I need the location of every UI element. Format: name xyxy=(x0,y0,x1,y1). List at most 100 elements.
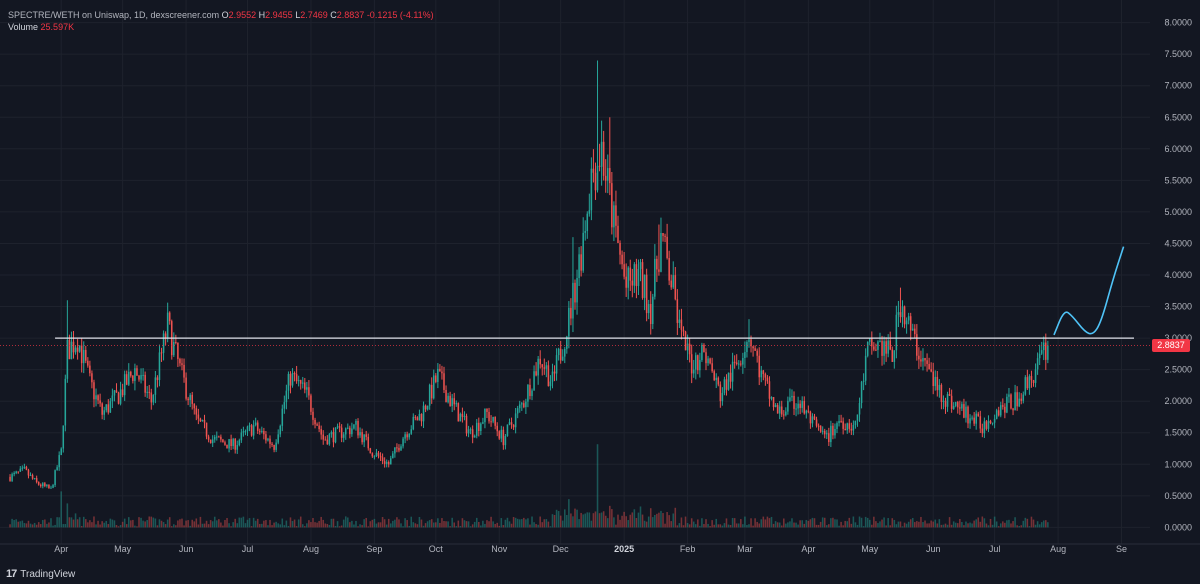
candle-body xyxy=(961,404,963,409)
candle-body xyxy=(754,348,756,351)
price-axis[interactable]: 0.0000 0.5000 1.0000 1.5000 2.0000 2.5000 3.00… xyxy=(1164,18,1192,533)
y-tick-label: 5.0000 xyxy=(1164,207,1192,217)
volume-bar xyxy=(205,520,208,528)
volume-bar xyxy=(942,524,945,528)
volume-bar xyxy=(502,525,505,528)
candle-body xyxy=(390,458,392,465)
candle-body xyxy=(111,395,114,402)
volume-bar xyxy=(719,524,722,528)
candle-body xyxy=(340,427,343,438)
volume-bar xyxy=(1045,520,1047,528)
candle-body xyxy=(516,408,519,414)
volume-bar xyxy=(353,524,355,528)
candle-body xyxy=(295,374,298,382)
candle-body xyxy=(719,384,722,402)
candle-body xyxy=(752,346,754,349)
volume-bar xyxy=(103,522,105,528)
volume-bar xyxy=(492,521,494,528)
candle-body xyxy=(768,381,771,399)
candle-body xyxy=(934,376,937,387)
volume-bar xyxy=(400,523,402,528)
volume-bar xyxy=(981,516,984,528)
candle-body xyxy=(570,307,572,319)
volume-bar xyxy=(715,518,718,528)
volume-bar xyxy=(652,517,654,528)
volume-bar xyxy=(862,526,865,528)
volume-bar xyxy=(946,524,949,528)
change-value: -0.1215 (-4.11%) xyxy=(366,10,434,20)
volume-bar xyxy=(891,518,894,528)
volume-bar xyxy=(694,524,697,528)
candle-body xyxy=(615,205,617,226)
candle-body xyxy=(443,373,445,390)
candle-body xyxy=(21,467,24,469)
volume-bar xyxy=(443,521,445,528)
volume-bar xyxy=(318,520,320,528)
volume-bar xyxy=(776,522,779,528)
volume-bar xyxy=(609,505,611,528)
volume-bar xyxy=(173,524,175,528)
volume-bar xyxy=(328,524,331,528)
volume-bar xyxy=(999,523,1002,528)
volume-bar xyxy=(907,521,910,528)
volume-bar xyxy=(123,518,126,528)
volume-bar xyxy=(918,521,920,528)
volume-bar xyxy=(435,522,437,528)
volume-bar xyxy=(183,525,185,528)
candle-body xyxy=(868,338,871,342)
volume-bar xyxy=(807,520,810,528)
volume-bar xyxy=(211,521,214,528)
candle-body xyxy=(195,408,198,415)
volume-bar xyxy=(570,513,572,528)
symbol-title[interactable]: SPECTRE/WETH on Uniswap, 1D, dexscreener… xyxy=(8,10,220,20)
volume-bar xyxy=(140,517,142,528)
candle-body xyxy=(633,264,636,286)
volume-bar xyxy=(533,522,535,528)
tradingview-logo[interactable]: 17 TradingView xyxy=(6,568,75,580)
candle-body xyxy=(1028,376,1031,389)
candle-body xyxy=(959,407,961,409)
volume-bar xyxy=(543,519,546,528)
candle-body xyxy=(723,379,726,393)
volume-bar xyxy=(246,519,249,528)
candle-body xyxy=(883,341,885,356)
y-tick-label: 5.5000 xyxy=(1164,175,1192,185)
volume-bar xyxy=(877,523,879,528)
volume-bar xyxy=(948,517,951,528)
candle-body xyxy=(641,262,644,298)
candle-body xyxy=(283,402,286,409)
volume-bar xyxy=(627,520,629,528)
volume-bar xyxy=(842,525,844,528)
volume-bar xyxy=(17,521,20,528)
projection-path[interactable] xyxy=(1053,246,1125,336)
volume-bar xyxy=(623,511,625,528)
volume-bar xyxy=(1018,525,1020,528)
volume-bar xyxy=(424,523,427,528)
candle-body xyxy=(324,439,327,441)
volume-bar xyxy=(950,524,953,528)
candle-body xyxy=(183,364,185,378)
volume-bar xyxy=(905,523,908,528)
volume-bar xyxy=(930,520,932,528)
candle-body xyxy=(381,457,384,462)
volume-bar xyxy=(324,523,327,528)
candle-body xyxy=(676,299,679,323)
time-axis[interactable]: Apr May Jun Jul Aug Sep Oct Nov Dec 2025 Feb Mar Apr… xyxy=(54,544,1127,554)
candle-body xyxy=(1012,408,1014,411)
candle-body xyxy=(332,432,335,443)
horizontal-level-line[interactable] xyxy=(0,337,1150,346)
x-tick-label: Aug xyxy=(303,544,319,554)
volume-bar xyxy=(997,526,1000,528)
candle-body xyxy=(547,365,550,387)
volume-bar xyxy=(375,523,378,528)
volume-bar xyxy=(158,519,161,528)
volume-bar xyxy=(871,524,873,528)
volume-bar xyxy=(27,520,30,528)
candle-body xyxy=(35,478,38,483)
candle-body xyxy=(985,421,988,429)
candle-body xyxy=(103,410,105,415)
volume-bar xyxy=(506,517,509,528)
volume-bar xyxy=(586,512,589,528)
candle-body xyxy=(216,436,218,438)
